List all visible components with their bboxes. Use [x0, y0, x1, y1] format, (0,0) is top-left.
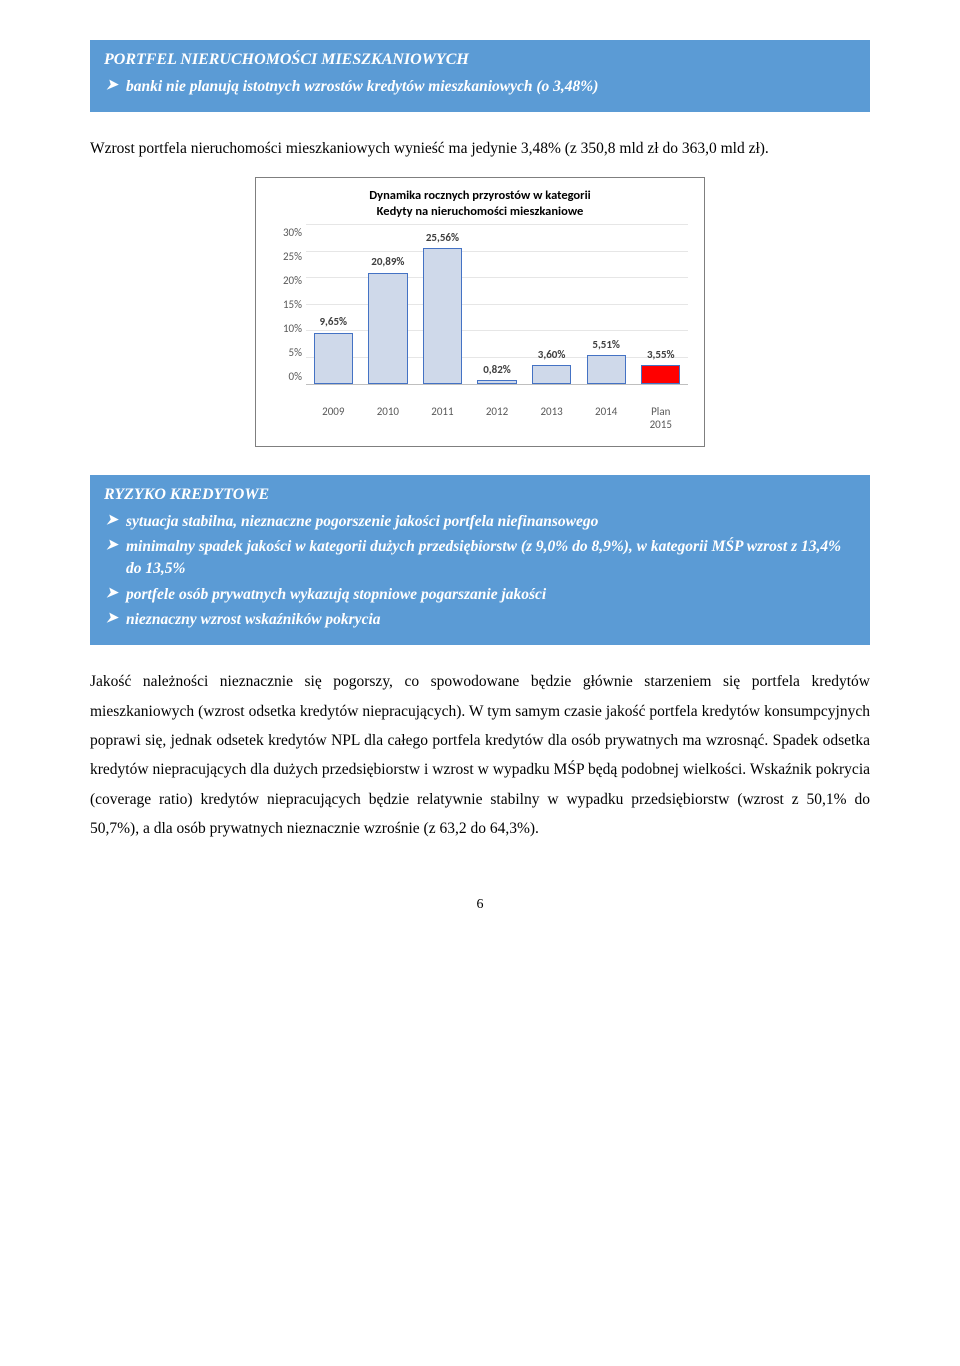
x-axis: 200920102011201220132014Plan2015	[306, 403, 688, 431]
bar-value-label: 3,55%	[647, 347, 675, 364]
bar-value-label: 5,51%	[592, 337, 620, 354]
bar	[641, 365, 680, 384]
chart-body: 30% 25% 20% 15% 10% 5% 0% 9,65% 20,89% 25,56% 0,8…	[272, 225, 688, 403]
paragraph: Jakość należności nieznacznie się pogors…	[90, 667, 870, 844]
bar-column: 0,82%	[470, 225, 525, 384]
section-title: RYZYKO KREDYTOWE	[104, 483, 856, 507]
x-tick-label: 2013	[524, 403, 579, 431]
section-bullets: banki nie planują istotnych wzrostów kre…	[104, 76, 856, 98]
bar-column: 3,60%	[524, 225, 579, 384]
plot-area: 9,65% 20,89% 25,56% 0,82% 3,60% 5,51% 3,55%	[306, 225, 688, 385]
x-tick-label: 2011	[415, 403, 470, 431]
bar-value-label: 9,65%	[319, 314, 347, 331]
bar-chart: Dynamika rocznych przyrostów w kategorii…	[255, 177, 705, 447]
bar	[368, 273, 407, 384]
bar-value-label: 20,89%	[371, 254, 404, 271]
page-number: 6	[90, 894, 870, 915]
y-tick-label: 30%	[272, 225, 302, 242]
x-tick-label: 2009	[306, 403, 361, 431]
bullet-item: nieznaczny wzrost wskaźników pokrycia	[126, 609, 856, 631]
x-tick-label: 2012	[470, 403, 525, 431]
section-title: PORTFEL NIERUCHOMOŚCI MIESZKANIOWYCH	[104, 48, 856, 72]
bullet-item: banki nie planują istotnych wzrostów kre…	[126, 76, 856, 98]
bar-value-label: 25,56%	[426, 230, 459, 247]
bullet-item: minimalny spadek jakości w kategorii duż…	[126, 536, 856, 579]
bar	[532, 365, 571, 384]
chart-title-line2: Kedyty na nieruchomości mieszkaniowe	[377, 204, 584, 219]
bar	[423, 248, 462, 384]
bar-column: 3,55%	[633, 225, 688, 384]
x-tick-label: Plan2015	[633, 403, 688, 431]
y-tick-label: 20%	[272, 273, 302, 290]
y-tick-label: 0%	[272, 369, 302, 386]
y-tick-label: 25%	[272, 249, 302, 266]
bar-column: 25,56%	[415, 225, 470, 384]
bullet-item: portfele osób prywatnych wykazują stopni…	[126, 584, 856, 606]
chart-title: Dynamika rocznych przyrostów w kategorii…	[272, 188, 688, 219]
bar-value-label: 3,60%	[538, 347, 566, 364]
x-tick-label: 2014	[579, 403, 634, 431]
paragraph: Wzrost portfela nieruchomości mieszkanio…	[90, 134, 870, 163]
section-header-portfel: PORTFEL NIERUCHOMOŚCI MIESZKANIOWYCH ban…	[90, 40, 870, 112]
section-bullets: sytuacja stabilna, nieznaczne pogorszeni…	[104, 511, 856, 631]
bar-column: 9,65%	[306, 225, 361, 384]
bar	[477, 380, 516, 384]
bar-value-label: 0,82%	[483, 362, 511, 379]
x-tick-label: 2010	[361, 403, 416, 431]
y-tick-label: 15%	[272, 297, 302, 314]
chart-title-line1: Dynamika rocznych przyrostów w kategorii	[369, 188, 590, 203]
y-axis: 30% 25% 20% 15% 10% 5% 0%	[272, 225, 306, 403]
bar-column: 20,89%	[361, 225, 416, 384]
bar-column: 5,51%	[579, 225, 634, 384]
y-tick-label: 5%	[272, 345, 302, 362]
section-header-ryzyko: RYZYKO KREDYTOWE sytuacja stabilna, niez…	[90, 475, 870, 645]
bullet-item: sytuacja stabilna, nieznaczne pogorszeni…	[126, 511, 856, 533]
y-tick-label: 10%	[272, 321, 302, 338]
bar	[314, 333, 353, 384]
bar	[587, 355, 626, 384]
